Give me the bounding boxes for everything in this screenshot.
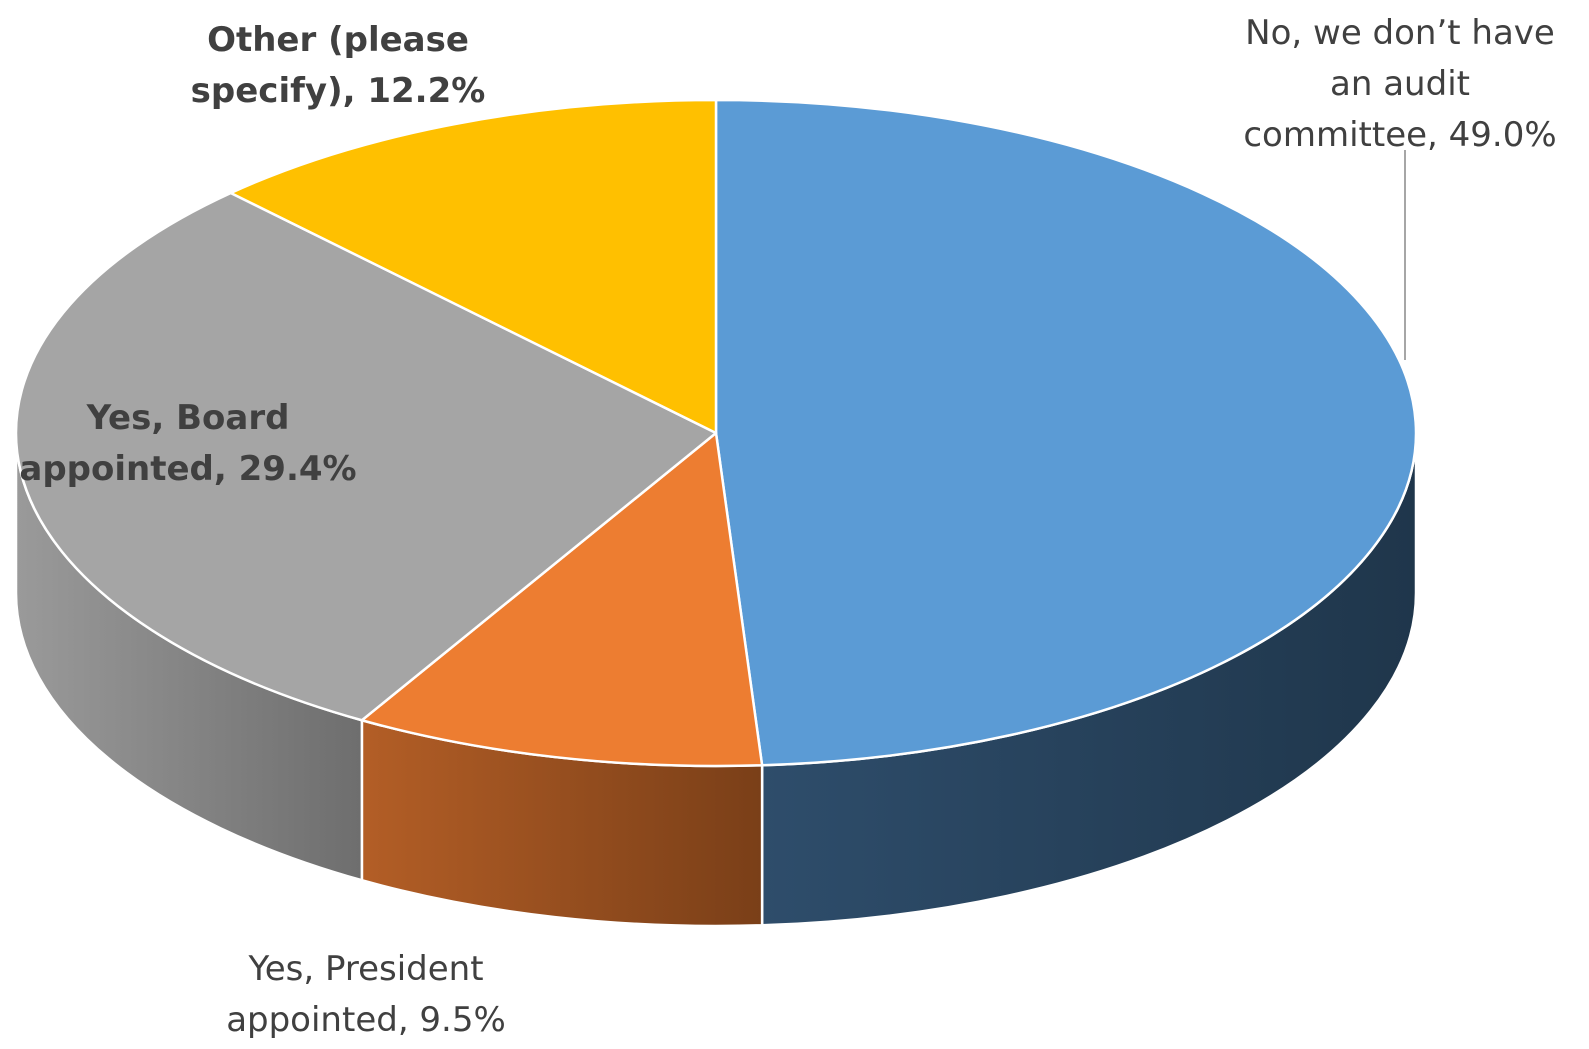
data-label-3: Other (please specify), 12.2%	[191, 20, 486, 111]
pie-slice-2[interactable]	[14, 191, 718, 722]
data-label-1: Yes, President appointed, 9.5%	[226, 949, 506, 1040]
pie-slice-3[interactable]	[229, 98, 718, 435]
data-label-0: No, we don’t have an audit committee, 49.0…	[1243, 13, 1556, 155]
pie-slice-0[interactable]	[714, 98, 1418, 767]
data-label-2: Yes, Board appointed, 29.4%	[19, 398, 356, 489]
data-labels: No, we don’t have an audit committee, 49.0…	[19, 13, 1556, 1040]
pie-slice-1[interactable]	[360, 431, 764, 768]
pie-slices	[14, 98, 1418, 768]
